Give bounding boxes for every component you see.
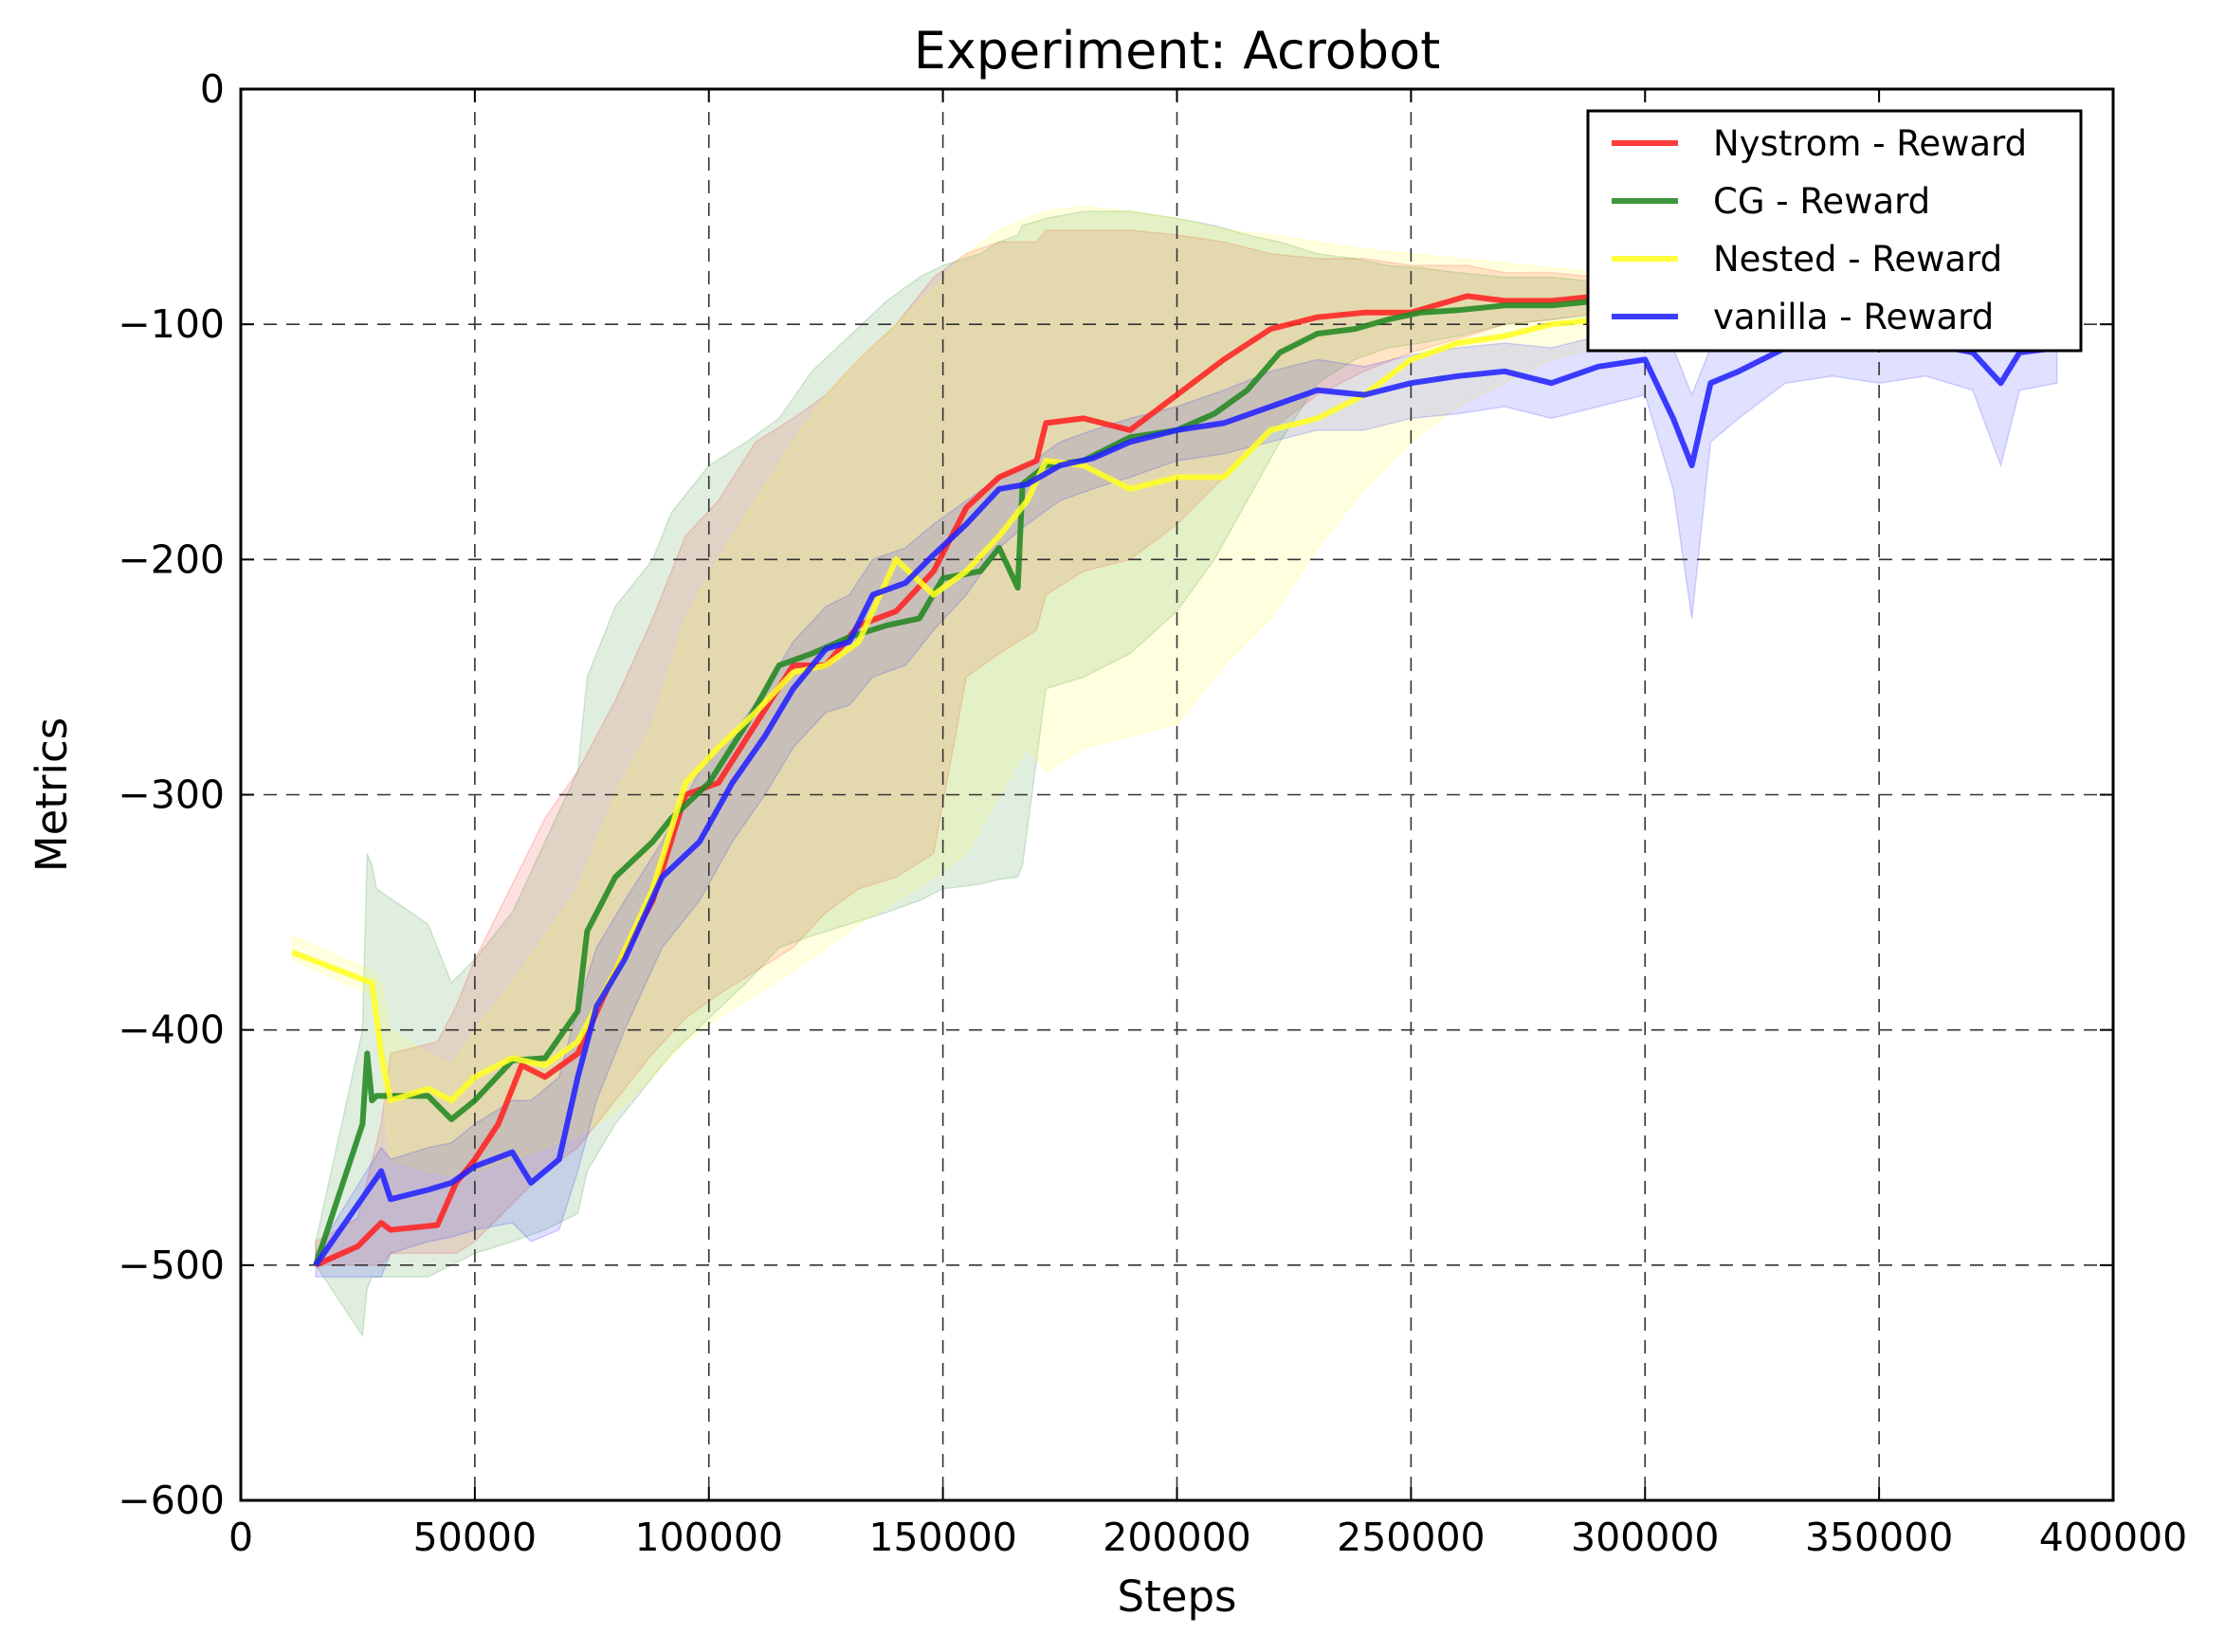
x-tick-label: 100000 [634, 1515, 783, 1560]
y-tick-label: −600 [118, 1478, 225, 1523]
x-tick-label: 150000 [868, 1515, 1017, 1560]
legend-label-nystrom: Nystrom - Reward [1713, 123, 2027, 164]
y-axis-label: Metrics [27, 717, 77, 872]
legend-box [1586, 109, 2083, 353]
x-tick-label: 350000 [1805, 1515, 1954, 1560]
legend-label-cg: CG - Reward [1713, 181, 1930, 222]
x-tick-label: 400000 [2039, 1515, 2188, 1560]
x-axis-label: Steps [1118, 1571, 1237, 1622]
y-tick-label: −100 [118, 301, 225, 347]
x-tick-label: 200000 [1103, 1515, 1251, 1560]
vanilla-line [313, 340, 2058, 1267]
y-tick-label: −400 [118, 1008, 225, 1053]
vanilla-band [315, 318, 2058, 1278]
y-tick-label: −500 [118, 1243, 225, 1288]
x-tick-label: 250000 [1337, 1515, 1486, 1560]
plot-area [239, 87, 2115, 1502]
y-tick-label: −200 [118, 536, 225, 582]
y-tick-label: 0 [200, 66, 225, 112]
legend: Nystrom - Reward CG - Reward Nested - Rewa… [1586, 109, 2083, 353]
axis-ticks [240, 88, 2114, 1501]
y-tick-label: −300 [118, 772, 225, 818]
x-tick-label: 300000 [1571, 1515, 1720, 1560]
legend-label-nested: Nested - Reward [1713, 239, 2002, 280]
x-tick-label: 50000 [413, 1515, 537, 1560]
legend-label-vanilla: vanilla - Reward [1713, 297, 1994, 337]
cg-line [313, 298, 1599, 1266]
axis-tick-labels: 0 50000 100000 150000 200000 250000 300000 3500… [118, 66, 2187, 1560]
x-tick-label: 0 [228, 1515, 253, 1560]
chart-title: Experiment: Acrobot [914, 21, 1441, 81]
series-lines [291, 293, 2058, 1268]
